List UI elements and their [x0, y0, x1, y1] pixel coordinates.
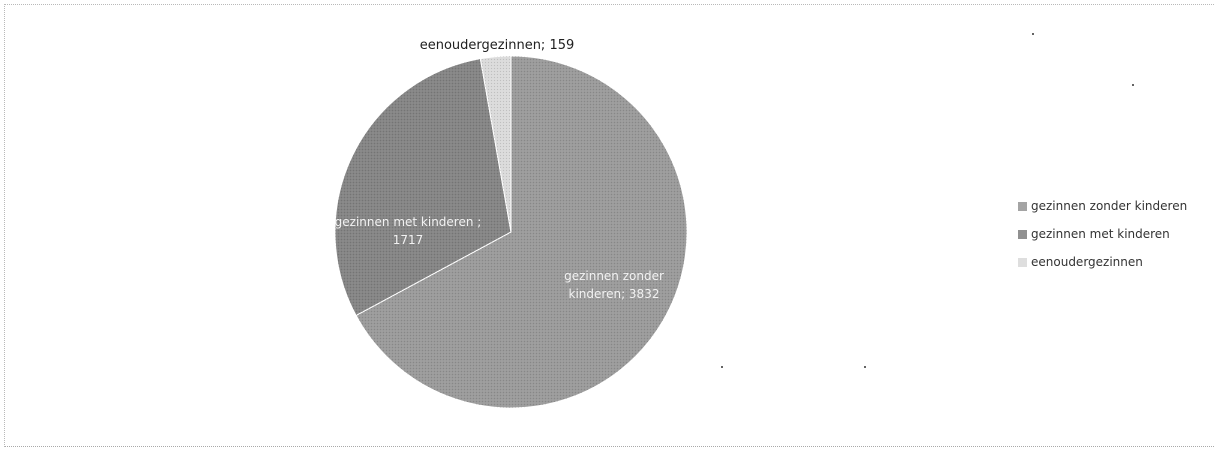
pie-texture: [334, 56, 687, 409]
scan-speck: [721, 366, 723, 368]
pie-slice-texture: [334, 58, 511, 316]
data-label-line: 1717: [393, 233, 424, 247]
data-label-gezinnen-zonder-kinderen: gezinnen zonder kinderen; 3832: [564, 269, 664, 301]
legend-swatch-icon: [1018, 257, 1027, 267]
data-label-eenoudergezinnen: eenoudergezinnen; 159: [420, 38, 575, 53]
pie-data-labels: gezinnen zonder kinderen; 3832 gezinnen me…: [335, 38, 664, 301]
data-label-line: gezinnen zonder: [564, 269, 664, 283]
legend-label: eenoudergezinnen: [1031, 255, 1143, 269]
legend-label: gezinnen met kinderen: [1031, 227, 1170, 241]
scan-speck: [864, 366, 866, 368]
data-label-line: kinderen; 3832: [569, 287, 660, 301]
pie-slice-texture: [356, 56, 687, 409]
legend-swatch-icon: [1018, 201, 1027, 211]
legend-label: gezinnen zonder kinderen: [1031, 199, 1188, 213]
chart-legend: gezinnen zonder kinderen gezinnen met ki…: [1018, 199, 1187, 283]
legend-item-gezinnen-met-kinderen: gezinnen met kinderen: [1018, 227, 1187, 241]
scan-speck: [1032, 33, 1034, 35]
legend-item-eenoudergezinnen: eenoudergezinnen: [1018, 255, 1187, 269]
legend-swatch-icon: [1018, 229, 1027, 239]
data-label-line: gezinnen met kinderen ;: [335, 215, 482, 229]
data-label-line: eenoudergezinnen; 159: [420, 38, 575, 53]
chart-frame: [4, 4, 1214, 447]
pie-slice-texture: [480, 56, 511, 232]
legend-item-gezinnen-zonder-kinderen: gezinnen zonder kinderen: [1018, 199, 1187, 213]
scan-speck: [1132, 84, 1134, 86]
data-label-gezinnen-met-kinderen: gezinnen met kinderen ; 1717: [335, 215, 482, 247]
